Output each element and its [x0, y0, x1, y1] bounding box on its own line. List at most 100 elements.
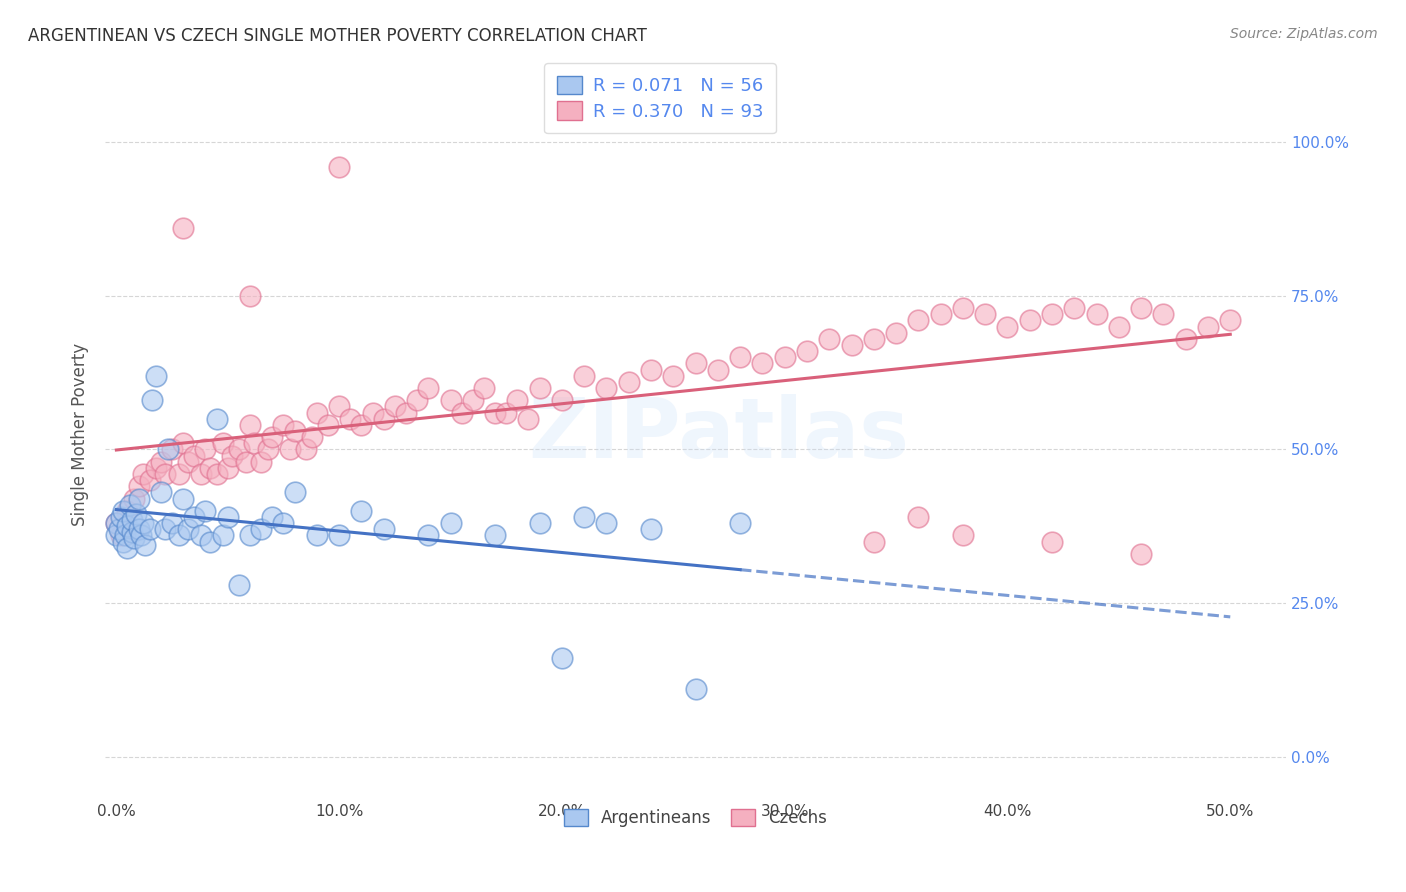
Point — [439, 516, 461, 530]
Point — [176, 455, 198, 469]
Point — [228, 577, 250, 591]
Point — [149, 455, 172, 469]
Point — [190, 528, 212, 542]
Point — [472, 381, 495, 395]
Point — [239, 289, 262, 303]
Point — [361, 405, 384, 419]
Point — [122, 491, 145, 506]
Point — [243, 436, 266, 450]
Point — [1130, 301, 1153, 315]
Point — [574, 368, 596, 383]
Point — [117, 519, 139, 533]
Point — [373, 522, 395, 536]
Point — [884, 326, 907, 340]
Point — [105, 516, 128, 530]
Point — [640, 522, 662, 536]
Point — [217, 510, 239, 524]
Point — [132, 467, 155, 481]
Point — [149, 485, 172, 500]
Point — [110, 510, 132, 524]
Point — [129, 528, 152, 542]
Point — [167, 467, 190, 481]
Point — [198, 534, 221, 549]
Point — [418, 381, 440, 395]
Point — [257, 442, 280, 457]
Point — [728, 350, 751, 364]
Point — [145, 368, 167, 383]
Point — [194, 442, 217, 457]
Point — [707, 362, 730, 376]
Point — [141, 393, 163, 408]
Point — [773, 350, 796, 364]
Point — [685, 356, 707, 370]
Point — [305, 528, 328, 542]
Point — [121, 513, 143, 527]
Point — [406, 393, 429, 408]
Point — [205, 467, 228, 481]
Point — [551, 651, 574, 665]
Point — [273, 417, 295, 432]
Point — [395, 405, 418, 419]
Point — [212, 436, 235, 450]
Point — [117, 504, 139, 518]
Point — [384, 400, 406, 414]
Point — [117, 541, 139, 555]
Point — [818, 332, 841, 346]
Point — [114, 528, 136, 542]
Point — [350, 417, 373, 432]
Point — [160, 442, 183, 457]
Point — [305, 405, 328, 419]
Point — [595, 381, 617, 395]
Point — [190, 467, 212, 481]
Point — [339, 411, 361, 425]
Point — [529, 381, 551, 395]
Point — [1219, 313, 1241, 327]
Point — [1197, 319, 1219, 334]
Point — [1085, 307, 1108, 321]
Point — [183, 510, 205, 524]
Legend: Argentineans, Czechs: Argentineans, Czechs — [555, 800, 835, 835]
Point — [506, 393, 529, 408]
Point — [160, 516, 183, 530]
Point — [155, 522, 177, 536]
Point — [132, 516, 155, 530]
Point — [484, 405, 506, 419]
Point — [262, 430, 284, 444]
Point — [128, 522, 150, 536]
Point — [617, 375, 640, 389]
Point — [929, 307, 952, 321]
Point — [439, 393, 461, 408]
Point — [145, 460, 167, 475]
Point — [107, 522, 129, 536]
Point — [461, 393, 484, 408]
Point — [273, 516, 295, 530]
Point — [662, 368, 685, 383]
Point — [156, 442, 179, 457]
Point — [250, 455, 273, 469]
Point — [194, 504, 217, 518]
Point — [751, 356, 773, 370]
Point — [128, 491, 150, 506]
Point — [862, 534, 884, 549]
Point — [316, 417, 339, 432]
Point — [284, 485, 307, 500]
Point — [118, 498, 141, 512]
Point — [235, 455, 257, 469]
Point — [862, 332, 884, 346]
Point — [595, 516, 617, 530]
Point — [125, 507, 148, 521]
Point — [284, 424, 307, 438]
Point — [1040, 534, 1063, 549]
Point — [640, 362, 662, 376]
Point — [212, 528, 235, 542]
Point — [217, 460, 239, 475]
Point — [952, 528, 974, 542]
Point — [1108, 319, 1130, 334]
Point — [112, 504, 135, 518]
Point — [278, 442, 301, 457]
Point — [134, 538, 156, 552]
Point — [121, 525, 143, 540]
Point — [418, 528, 440, 542]
Point — [128, 479, 150, 493]
Point — [997, 319, 1019, 334]
